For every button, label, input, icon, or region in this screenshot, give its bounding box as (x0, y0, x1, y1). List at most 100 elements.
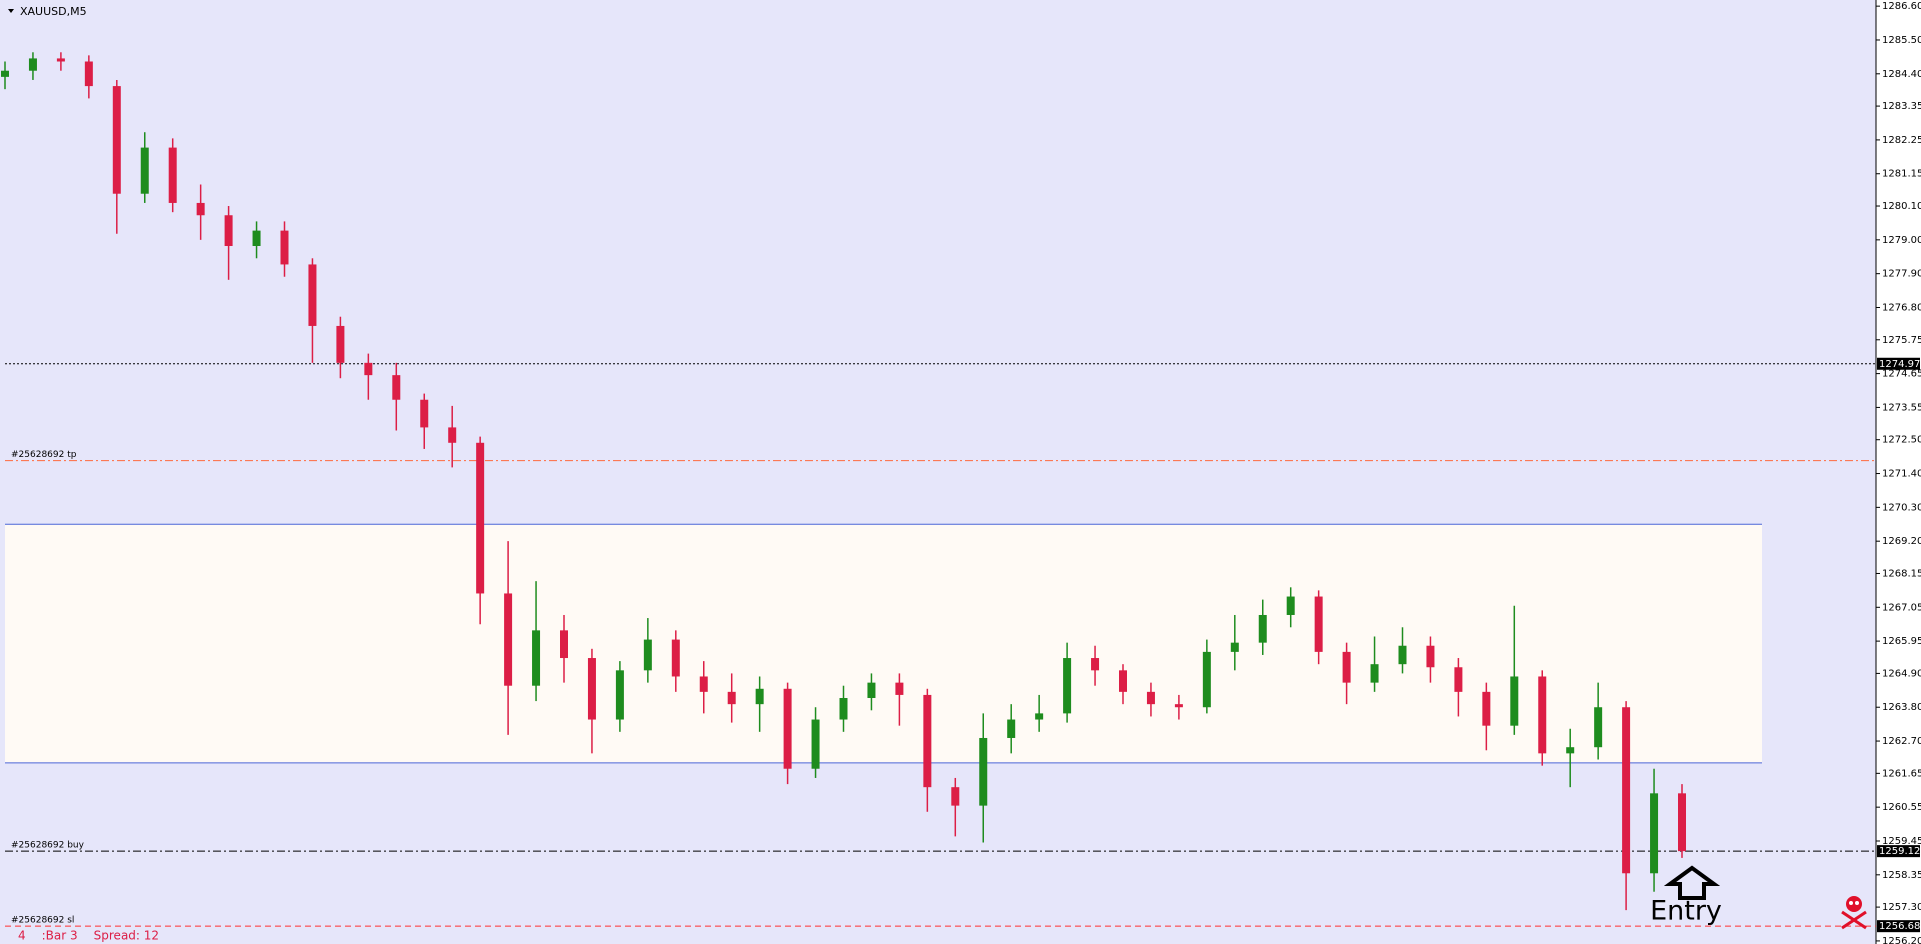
candle-body (476, 442, 485, 594)
candle-body (1146, 691, 1155, 705)
candle-body (895, 682, 904, 695)
y-tick-label: 1256.20 (1882, 936, 1921, 944)
candle-body (1650, 793, 1659, 874)
y-tick-label: 1262.70 (1882, 736, 1921, 747)
candle-body (1454, 667, 1463, 692)
candle-body (392, 375, 401, 400)
y-tick-label: 1271.40 (1882, 469, 1921, 480)
level-label: #25628692 tp (11, 450, 77, 460)
y-tick-label: 1263.80 (1882, 702, 1921, 713)
level-label: #25628692 sl (11, 916, 74, 926)
candle-body (1482, 691, 1491, 726)
y-tick-label: 1277.90 (1882, 269, 1921, 280)
candle-body (699, 676, 708, 692)
y-tick-label: 1264.90 (1882, 668, 1921, 679)
y-tick-label: 1282.25 (1882, 135, 1921, 146)
candle-body (1594, 707, 1603, 748)
candle-body (224, 215, 233, 246)
price-tag-label: 1259.12 (1879, 846, 1920, 857)
candle-body (1370, 664, 1379, 683)
candle-body (923, 694, 932, 788)
candle-body (587, 658, 596, 720)
candle-body (252, 230, 261, 246)
y-tick-label: 1273.55 (1882, 402, 1921, 413)
candle-body (867, 682, 876, 699)
candle-body (448, 427, 457, 443)
y-tick-label: 1274.65 (1882, 369, 1921, 380)
candle-body (1342, 651, 1351, 683)
chart-title: XAUUSD,M5 (20, 5, 87, 18)
candle-body (364, 362, 373, 376)
candle-body (1678, 793, 1686, 852)
candle-body (755, 688, 764, 705)
y-tick-label: 1260.55 (1882, 802, 1921, 813)
price-tag-label: 1274.97 (1879, 359, 1920, 370)
y-tick-label: 1258.35 (1882, 870, 1921, 881)
y-tick-label: 1286.60 (1882, 1, 1921, 12)
candle-body (1119, 670, 1127, 692)
candle-body (951, 787, 960, 806)
candle-body (336, 325, 345, 363)
candle-body (1202, 651, 1211, 708)
y-tick-label: 1272.50 (1882, 435, 1921, 446)
candle-body (280, 230, 289, 265)
y-tick-label: 1269.20 (1882, 536, 1921, 547)
y-tick-label: 1259.45 (1882, 836, 1921, 847)
status-text: Spread: 12 (94, 929, 159, 943)
entry-arrow (1663, 865, 1721, 900)
price-tag-label: 1256.68 (1879, 921, 1920, 932)
y-tick-label: 1261.65 (1882, 768, 1921, 779)
candle-body (1007, 719, 1016, 738)
candle-body (1566, 747, 1575, 754)
candle-body (615, 670, 624, 720)
candle-body (1314, 596, 1323, 652)
y-tick-label: 1284.40 (1882, 69, 1921, 80)
candle-body (1398, 645, 1407, 665)
candle-body (420, 399, 429, 428)
entry-label: Entry (1650, 896, 1722, 927)
candle-body (308, 264, 317, 326)
zone (5, 524, 1762, 763)
candle-body (196, 202, 205, 216)
candle-body (56, 58, 65, 62)
y-tick-label: 1276.80 (1882, 302, 1921, 313)
candle-body (504, 593, 513, 686)
price-tag (1877, 920, 1920, 933)
candle-body (1258, 614, 1267, 643)
candle-body (1091, 658, 1100, 671)
y-tick-label: 1275.75 (1882, 335, 1921, 346)
plot-background (0, 0, 1876, 944)
y-tick-label: 1267.05 (1882, 602, 1921, 613)
price-tag (1877, 357, 1920, 370)
candle-body (811, 719, 820, 769)
y-tick-label: 1281.15 (1882, 169, 1921, 180)
status-text: 4 (18, 929, 26, 943)
skull-icon (1841, 896, 1867, 930)
candle-body (140, 147, 149, 194)
y-tick-label: 1280.10 (1882, 201, 1921, 212)
candle-body (84, 61, 93, 87)
candle-body (643, 639, 652, 671)
candle-body (1510, 676, 1519, 726)
candle-body (1286, 596, 1295, 615)
candle-body (979, 737, 988, 806)
candle-body (1426, 645, 1435, 668)
y-tick-label: 1257.30 (1882, 902, 1921, 913)
candle-body (783, 688, 792, 769)
candle-body (1230, 642, 1239, 652)
y-tick-label: 1283.35 (1882, 101, 1921, 112)
candle-body (28, 58, 37, 71)
candle-body (727, 691, 736, 705)
candle-body (532, 630, 541, 686)
y-tick-label: 1279.00 (1882, 235, 1921, 246)
candle-body (112, 86, 121, 194)
axis-background (1876, 0, 1921, 944)
candle-body (168, 147, 177, 203)
menu-triangle (8, 9, 14, 13)
candle-body (1622, 707, 1631, 874)
y-tick-label: 1270.30 (1882, 502, 1921, 513)
status-text: :Bar 3 (42, 929, 78, 943)
candle-body (671, 639, 680, 677)
candle-body (1063, 658, 1072, 714)
